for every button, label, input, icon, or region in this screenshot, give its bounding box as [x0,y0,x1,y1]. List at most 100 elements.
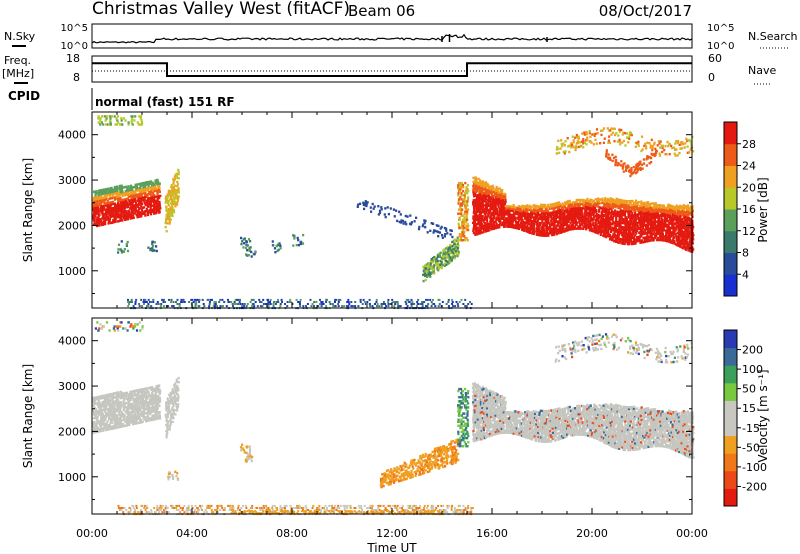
data-cell [478,199,481,202]
data-cell [476,226,479,229]
data-cell [567,216,570,219]
data-cell [131,396,134,399]
data-cell [366,301,369,303]
noise-left-top: 10^5 [61,23,88,34]
data-cell [108,189,111,192]
data-cell [575,207,578,210]
data-cell [489,210,492,213]
data-cell [622,228,626,231]
data-cell [481,186,484,189]
data-cell [132,198,136,201]
data-cell [99,197,102,200]
data-cell [109,399,112,402]
data-cell [576,205,579,208]
data-cell [150,301,153,303]
data-cell [487,208,490,212]
data-cell [118,195,121,198]
data-cell [380,305,383,308]
data-cell [171,186,174,189]
data-cell [688,213,691,216]
data-cell [119,415,122,418]
data-cell [96,220,99,223]
data-cell [467,196,470,199]
data-cell [140,202,144,206]
data-cell [605,235,608,239]
data-cell [514,206,517,209]
data-cell [152,298,155,301]
data-cell [532,212,535,215]
data-cell [477,228,480,231]
data-cell [138,187,141,190]
data-cell [562,218,565,221]
data-cell [677,209,680,212]
data-cell [629,200,632,203]
data-cell [550,203,554,206]
data-cell [140,208,143,212]
data-cell [626,220,629,223]
data-cell [676,207,679,210]
data-cell [487,225,490,228]
data-cell [387,301,390,303]
data-cell [631,199,634,203]
data-cell [625,204,628,207]
data-cell [485,192,488,196]
data-cell [480,221,483,224]
data-cell [152,191,155,195]
data-cell [435,224,438,227]
data-cell [140,418,143,422]
data-cell [143,418,146,421]
data-cell [481,219,484,222]
data-cell [116,197,119,201]
data-cell [109,411,112,414]
data-cell [157,182,160,186]
data-cell [466,222,469,226]
data-cell [673,226,676,229]
data-cell [99,209,102,213]
data-cell [473,213,476,216]
data-cell [631,212,634,215]
data-cell [140,188,143,191]
data-cell [295,243,298,247]
data-cell [622,220,625,223]
data-cell [538,207,541,210]
data-cell [579,215,582,218]
data-cell [634,141,637,144]
data-cell [635,163,638,167]
data-cell [117,423,120,427]
data-cell [589,139,592,143]
data-cell [654,212,657,215]
data-cell [131,117,134,120]
data-cell [125,199,128,203]
data-cell [94,400,97,403]
data-cell [609,215,612,218]
data-cell [487,210,490,214]
data-cell [503,215,506,218]
data-cell [479,201,482,205]
data-cell [120,410,123,414]
data-cell [644,142,647,145]
data-cell [100,415,103,418]
data-cell [573,213,576,216]
data-cell [275,301,278,303]
data-cell [615,230,618,233]
data-cell [562,228,565,231]
data-cell [523,213,526,216]
data-cell [592,209,595,213]
data-cell [688,225,691,228]
data-cell [114,210,117,213]
data-cell [634,234,637,237]
data-cell [138,388,141,391]
data-cell [100,207,103,210]
data-cell [120,404,123,408]
data-cell [114,204,117,207]
data-cell [92,404,95,408]
data-cell [667,215,670,219]
data-cell [463,198,466,201]
data-cell [104,408,107,411]
data-cell [413,303,416,305]
data-cell [464,206,468,209]
data-cell [139,201,142,204]
data-cell [670,231,673,234]
data-cell [651,202,654,205]
data-cell [508,215,511,218]
